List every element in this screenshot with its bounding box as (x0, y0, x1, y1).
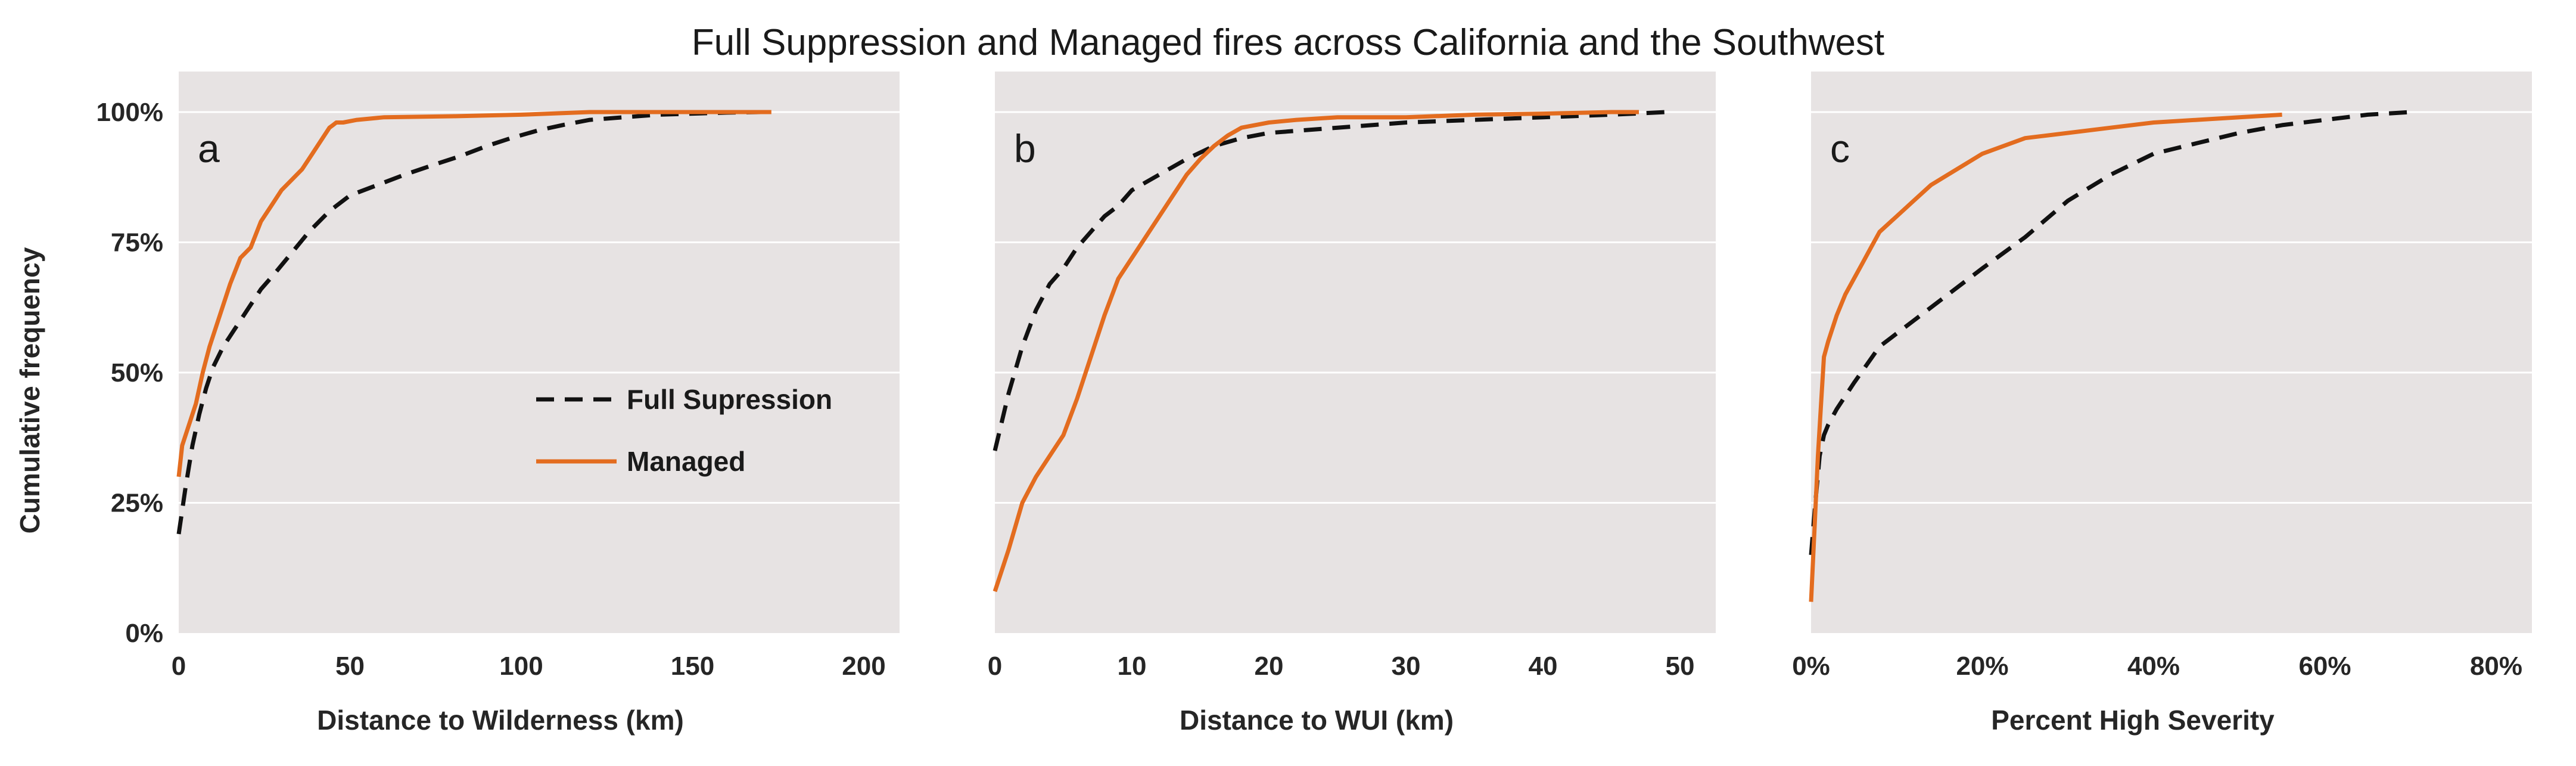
series-full-suppression-b (993, 110, 1667, 451)
y-axis-label: Cumulative frequency (14, 247, 45, 534)
x-axis-label-a: Distance to Wilderness (km) (317, 705, 684, 736)
x-tick-label: 200 (842, 652, 885, 681)
x-tick-label: 0 (172, 652, 186, 681)
series-managed-c (1809, 112, 2282, 602)
y-tick-label: 100% (96, 98, 163, 127)
panel-b: 0 10 20 30 40 50 Distance to WUI (km) b (988, 72, 1716, 736)
chart-title: Full Suppression and Managed fires acros… (692, 22, 1884, 63)
legend: Full Supression Managed (536, 384, 832, 477)
x-tick-label: 40% (2127, 652, 2180, 681)
x-tick-label: 60% (2298, 652, 2351, 681)
x-axis-label-b: Distance to WUI (km) (1180, 705, 1454, 736)
x-tick-label: 10 (1118, 652, 1147, 681)
series-managed-b (993, 110, 1639, 593)
plot-area-a (179, 72, 900, 633)
x-tick-label: 0% (1792, 652, 1830, 681)
plot-area-b (995, 72, 1716, 633)
y-tick-label: 25% (111, 489, 163, 518)
x-tick-label: 50 (335, 652, 365, 681)
x-tick-label: 150 (671, 652, 714, 681)
plot-area-c (1811, 72, 2532, 633)
x-tick-label: 50 (1666, 652, 1695, 681)
panel-a: 0% 25% 50% 75% 100% 0 50 100 150 200 Distance to W… (96, 72, 900, 736)
legend-item: Full Supression (536, 384, 832, 415)
panel-letter-b: b (1014, 126, 1036, 170)
y-tick-label: 75% (111, 228, 163, 258)
legend-label: Managed (627, 446, 745, 477)
legend-item: Managed (536, 446, 745, 477)
panel-c: 0% 20% 40% 60% 80% Percent High Severity c (1792, 72, 2532, 736)
panel-letter-c: c (1830, 126, 1850, 170)
x-tick-label: 80% (2470, 652, 2522, 681)
panel-letter-a: a (198, 126, 220, 170)
legend-label: Full Supression (627, 384, 832, 415)
y-tick-label: 0% (125, 619, 163, 648)
x-tick-label: 100 (499, 652, 543, 681)
x-tick-label: 20 (1255, 652, 1284, 681)
series-managed-a (176, 110, 771, 477)
x-axis-label-c: Percent High Severity (1991, 705, 2275, 736)
y-tick-label: 50% (111, 358, 163, 387)
x-tick-label: 20% (1956, 652, 2008, 681)
x-tick-label: 30 (1392, 652, 1421, 681)
series-full-suppression-c (1809, 110, 2411, 556)
x-tick-label: 0 (988, 652, 1002, 681)
x-tick-label: 40 (1529, 652, 1558, 681)
